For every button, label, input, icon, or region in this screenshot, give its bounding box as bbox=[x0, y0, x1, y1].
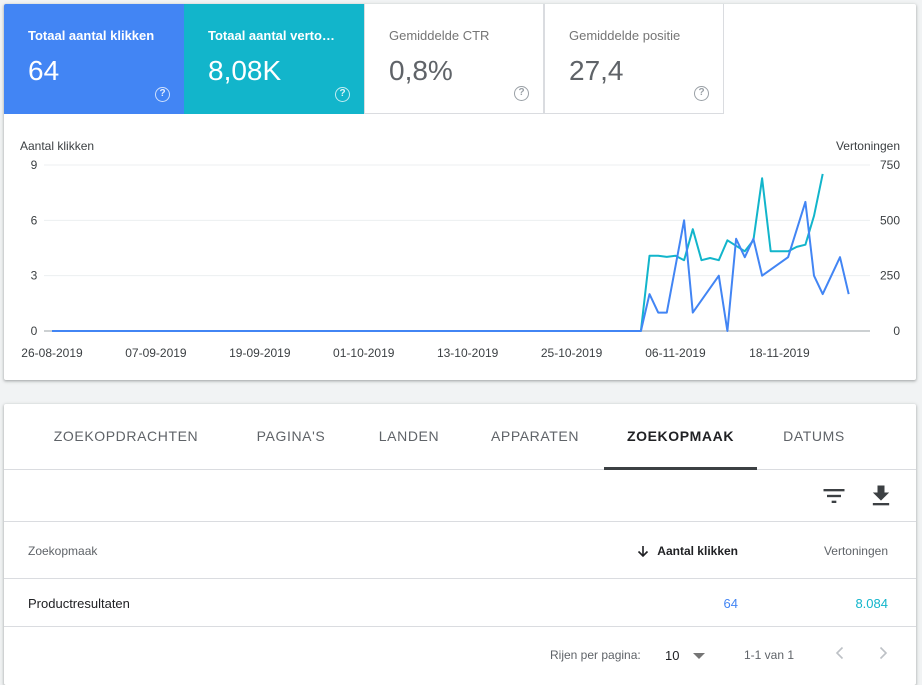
table-header: Zoekopmaak Aantal klikken Vertoningen bbox=[4, 522, 916, 579]
metric-average-ctr[interactable]: Gemiddelde CTR 0,8% ? bbox=[364, 4, 544, 114]
x-tick-label: 25-10-2019 bbox=[541, 346, 603, 360]
row-clicks: 64 bbox=[723, 596, 738, 611]
x-tick-label: 06-11-2019 bbox=[645, 346, 706, 360]
header-zoekopmaak[interactable]: Zoekopmaak bbox=[28, 544, 98, 558]
chevron-right-icon[interactable] bbox=[873, 643, 893, 663]
help-icon[interactable]: ? bbox=[694, 86, 709, 101]
rows-per-page-select[interactable]: 10 bbox=[665, 648, 680, 663]
tab-paginas[interactable]: PAGINA'S bbox=[256, 428, 326, 444]
header-clicks-label: Aantal klikken bbox=[657, 544, 738, 558]
x-tick-label: 13-10-2019 bbox=[437, 346, 499, 360]
tab-apparaten[interactable]: APPARATEN bbox=[490, 428, 580, 444]
table-toolbar bbox=[4, 470, 916, 522]
header-impressions[interactable]: Vertoningen bbox=[823, 544, 888, 558]
y-axis-right-label: Vertoningen bbox=[836, 139, 900, 153]
table-card: ZOEKOPDRACHTEN PAGINA'S LANDEN APPARATEN… bbox=[4, 404, 916, 685]
metric-value: 0,8% bbox=[389, 55, 453, 86]
y-right-tick-label: 500 bbox=[880, 213, 900, 227]
header-clicks-sorted[interactable]: Aantal klikken bbox=[637, 544, 738, 558]
x-tick-label: 26-08-2019 bbox=[21, 346, 83, 360]
x-tick-label: 19-09-2019 bbox=[229, 346, 291, 360]
performance-chart: Aantal klikken Vertoningen 0 3 6 9 0 250 500 75… bbox=[20, 139, 900, 360]
chart-lines bbox=[52, 173, 850, 332]
chevron-left-icon[interactable] bbox=[830, 643, 850, 663]
download-icon[interactable] bbox=[867, 482, 895, 510]
metric-label: Totaal aantal vertoningen bbox=[208, 28, 340, 43]
help-icon[interactable]: ? bbox=[155, 87, 170, 102]
y-right-tick-label: 0 bbox=[893, 324, 900, 338]
filter-icon[interactable] bbox=[820, 482, 848, 510]
arrow-down-icon bbox=[638, 545, 649, 557]
metric-label: Gemiddelde CTR bbox=[389, 28, 490, 43]
tab-landen[interactable]: LANDEN bbox=[378, 428, 440, 444]
page-range: 1-1 van 1 bbox=[744, 648, 795, 662]
y-right-tick-label: 750 bbox=[880, 158, 900, 172]
x-tick-label: 01-10-2019 bbox=[333, 346, 395, 360]
metric-label: Gemiddelde positie bbox=[569, 28, 681, 43]
metric-total-impressions[interactable]: Totaal aantal vertoningen 8,08K ? bbox=[184, 4, 364, 114]
metric-value: 27,4 bbox=[569, 55, 624, 86]
row-name: Productresultaten bbox=[28, 596, 130, 611]
caret-down-icon[interactable] bbox=[692, 651, 706, 661]
x-tick-label: 18-11-2019 bbox=[749, 346, 810, 360]
chart-grid bbox=[44, 164, 870, 332]
y-left-tick-label: 3 bbox=[31, 269, 38, 283]
tab-zoekopmaak[interactable]: ZOEKOPMAAK bbox=[604, 404, 757, 470]
metric-value: 8,08K bbox=[208, 55, 282, 86]
tab-zoekopdrachten[interactable]: ZOEKOPDRACHTEN bbox=[53, 428, 199, 444]
pagination: Rijen per pagina: 10 1-1 van 1 bbox=[4, 627, 916, 685]
y-left-tick-label: 6 bbox=[31, 213, 38, 227]
x-tick-label: 07-09-2019 bbox=[125, 346, 187, 360]
rows-per-page-label: Rijen per pagina: bbox=[550, 648, 641, 662]
metric-cards: Totaal aantal klikken 64 ? Totaal aantal… bbox=[4, 4, 724, 114]
help-icon[interactable]: ? bbox=[335, 87, 350, 102]
y-left-tick-label: 9 bbox=[31, 158, 38, 172]
performance-card: Totaal aantal klikken 64 ? Totaal aantal… bbox=[4, 4, 916, 380]
series-line-clicks bbox=[52, 200, 850, 332]
chart-ticks: 0 3 6 9 0 250 500 750 26-08-2019 07-09-2019 19-09-… bbox=[21, 158, 900, 360]
metric-label: Totaal aantal klikken bbox=[28, 28, 155, 43]
metric-total-clicks[interactable]: Totaal aantal klikken 64 ? bbox=[4, 4, 184, 114]
dimension-tabs: ZOEKOPDRACHTEN PAGINA'S LANDEN APPARATEN… bbox=[4, 404, 916, 470]
metric-average-position[interactable]: Gemiddelde positie 27,4 ? bbox=[544, 4, 724, 114]
metric-value: 64 bbox=[28, 55, 60, 86]
row-impressions: 8.084 bbox=[855, 596, 888, 611]
y-right-tick-label: 250 bbox=[880, 269, 900, 283]
table-row[interactable]: Productresultaten 64 8.084 bbox=[4, 579, 916, 627]
y-left-tick-label: 0 bbox=[31, 324, 38, 338]
series-line-impressions bbox=[52, 173, 824, 332]
y-axis-left-label: Aantal klikken bbox=[20, 139, 94, 153]
help-icon[interactable]: ? bbox=[514, 86, 529, 101]
tab-datums[interactable]: DATUMS bbox=[783, 428, 845, 444]
